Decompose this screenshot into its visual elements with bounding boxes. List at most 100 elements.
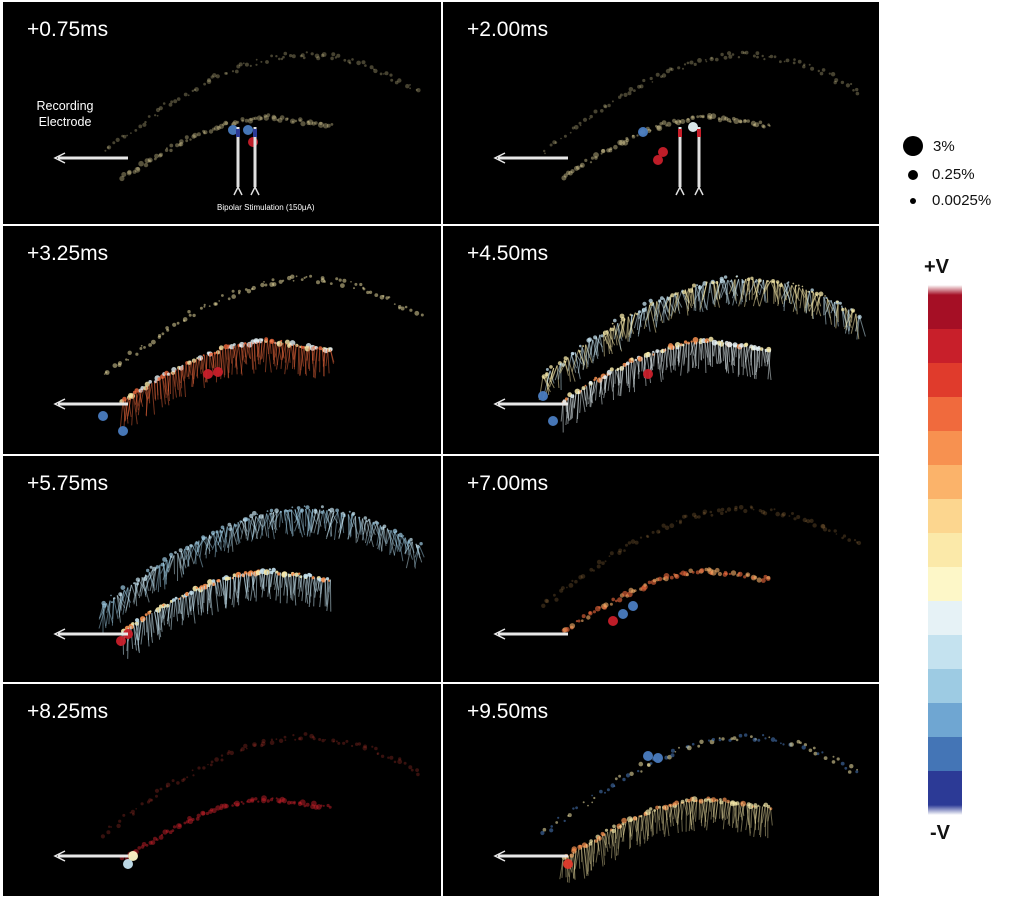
upper-cell-dot [144, 120, 147, 124]
dendrite-stroke [169, 601, 174, 619]
dendrite-stroke [227, 524, 232, 553]
dendrite-stroke [167, 373, 170, 402]
upper-cell-dot [228, 527, 233, 531]
dendrite-stroke [204, 534, 211, 556]
dendrite-stroke [322, 348, 325, 377]
upper-cell-dot [841, 536, 844, 540]
lower-cell-dot [239, 341, 245, 348]
dendrite-stroke [347, 515, 353, 540]
upper-cell-dot [320, 53, 325, 58]
dendrite-stroke [311, 346, 314, 364]
dendrite-stroke [390, 530, 400, 550]
lower-cell-dot [294, 119, 298, 123]
upper-cell-dot [614, 777, 618, 781]
upper-cell-dot [729, 280, 732, 283]
lower-cell-dot [154, 153, 159, 159]
dendrite-stroke [559, 359, 565, 373]
dendrite-stroke [390, 531, 396, 554]
dendrite-stroke [722, 342, 728, 371]
lower-cell-dot [135, 618, 140, 623]
dendrite-stroke [241, 520, 248, 532]
dendrite-stroke [250, 572, 255, 601]
dendrite-stroke [162, 557, 172, 581]
upper-cell-dot [290, 274, 295, 279]
upper-cell-dot [682, 67, 684, 70]
dendrite-stroke [286, 343, 292, 370]
dendrite-stroke [329, 349, 334, 364]
dendrite-stroke [366, 522, 374, 546]
lower-cell-dot [290, 801, 294, 805]
dendrite-stroke [609, 372, 614, 392]
dendrite-stroke [704, 341, 708, 358]
lower-cell-dot [140, 386, 145, 390]
lower-cell-dot [702, 115, 704, 118]
lower-cell-dot [717, 117, 721, 120]
dendrite-stroke [595, 836, 601, 863]
lower-cell-dot [266, 799, 270, 803]
dendrite-stroke [727, 801, 731, 827]
dendrite-stroke [187, 546, 190, 567]
lower-cell-dot [308, 573, 313, 578]
dendrite-stroke [241, 520, 247, 536]
lower-cell-dot [622, 140, 629, 146]
dendrite-stroke [746, 804, 751, 834]
lower-cell-dot [717, 571, 722, 577]
dendrite-stroke [777, 281, 784, 305]
upper-cell-dot [775, 511, 780, 517]
dendrite-stroke [159, 378, 162, 400]
dendrite-stroke [767, 807, 771, 822]
upper-cell-dot [129, 589, 131, 592]
colorbar-band [928, 566, 962, 601]
dendrite-stroke [701, 799, 707, 822]
upper-cell-dot [274, 508, 279, 513]
dendrite-stroke [617, 824, 622, 856]
lower-cell-dot [649, 807, 653, 811]
upper-cell-dot [808, 748, 813, 753]
colorbar [928, 285, 962, 815]
upper-cell-dot [261, 738, 266, 744]
upper-cell-dot [582, 117, 588, 122]
dendrite-stroke [646, 812, 650, 837]
lower-cell-dot [294, 572, 299, 577]
upper-cell-dot [760, 509, 766, 515]
dendrite-stroke [244, 519, 247, 539]
dendrite-stroke [604, 833, 609, 852]
dendrite-stroke [145, 384, 150, 416]
upper-cell-dot [191, 769, 194, 772]
lower-cell-dot [165, 147, 168, 150]
dendrite-stroke [677, 802, 679, 824]
upper-cell-dot [732, 736, 737, 740]
dendrite-stroke [567, 397, 569, 419]
lower-cell-dot [666, 121, 672, 127]
upper-cell-dot [769, 508, 773, 512]
upper-cell-dot [682, 514, 686, 519]
dendrite-stroke [207, 583, 211, 612]
dendrite-stroke [305, 576, 308, 603]
upper-cell-dot [192, 313, 196, 318]
upper-cell-dot [269, 508, 274, 513]
upper-cell-dot [596, 564, 601, 569]
upper-cell-dot [113, 597, 116, 600]
lower-cell-dot [322, 804, 325, 807]
upper-cell-dot [185, 545, 190, 551]
lower-cell-dot [662, 804, 669, 811]
upper-cell-dot [118, 592, 123, 597]
upper-cell-dot [176, 781, 180, 785]
lower-cell-dot [630, 357, 634, 361]
dendrite-stroke [123, 589, 132, 603]
upper-cell-dot [823, 756, 828, 760]
active-cell-dot [563, 859, 573, 869]
dendrite-stroke [216, 531, 221, 542]
dendrite-stroke [305, 508, 311, 531]
dendrite-stroke [212, 532, 222, 550]
lower-cell-dot [625, 138, 630, 142]
dendrite-stroke [262, 514, 268, 537]
upper-cell-dot [151, 339, 156, 345]
upper-cell-dot [154, 114, 157, 117]
upper-cell-dot [357, 742, 362, 746]
dendrite-stroke [621, 822, 627, 842]
stimulation-electrode-end [250, 185, 260, 196]
upper-cell-dot [255, 63, 258, 66]
dendrite-stroke [212, 351, 216, 368]
lower-cell-dot [569, 853, 574, 858]
